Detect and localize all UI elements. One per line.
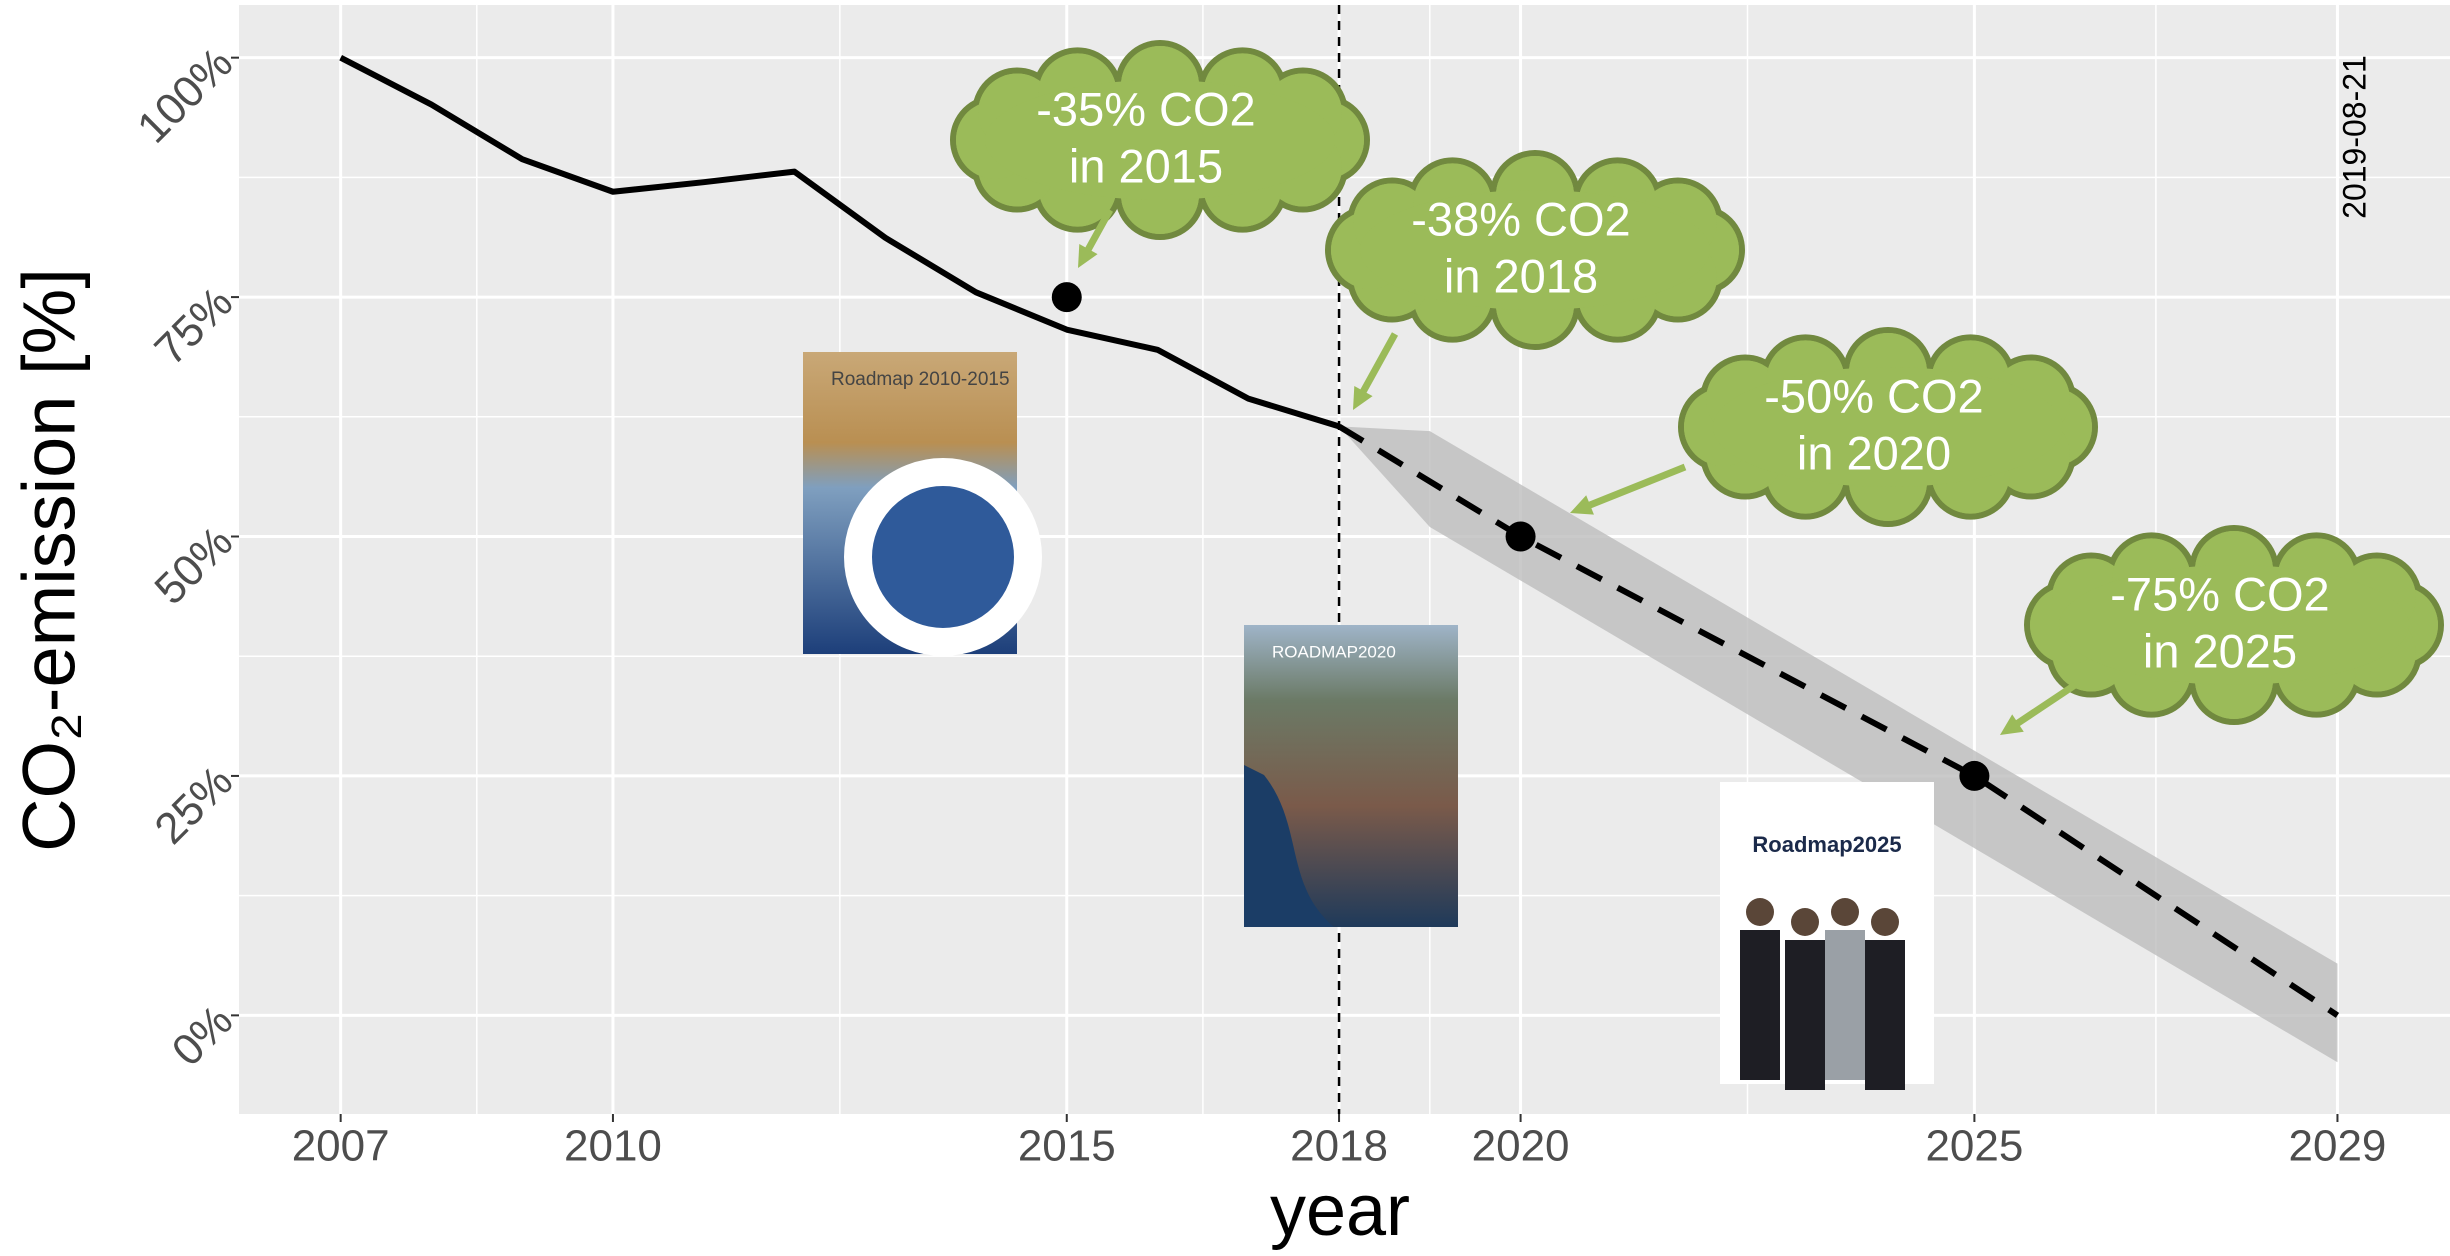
cover-title: ROADMAP2020 xyxy=(1272,642,1396,661)
cover-person xyxy=(1865,940,1905,1090)
x-axis-title: year xyxy=(1270,1171,1410,1251)
callout-text: in 2018 xyxy=(1444,249,1598,302)
callout-text: -35% CO2 xyxy=(1036,82,1255,135)
cover-title: Roadmap2025 xyxy=(1752,832,1901,857)
callout-text: in 2020 xyxy=(1797,426,1951,479)
y-axis-title: CO₂-emission [%] xyxy=(8,268,91,852)
y-tick-label: 0% xyxy=(163,996,243,1076)
y-tick-label: 25% xyxy=(145,757,242,854)
x-tick-label: 2010 xyxy=(564,1122,662,1171)
cover-person xyxy=(1825,930,1865,1080)
x-tick-label: 2015 xyxy=(1018,1122,1116,1171)
callout-text: -75% CO2 xyxy=(2110,567,2329,620)
cover-person xyxy=(1871,908,1899,936)
callout-text: -50% CO2 xyxy=(1764,369,1983,422)
callout-text: in 2025 xyxy=(2143,624,2297,677)
target-point xyxy=(1959,761,1989,791)
cover-person xyxy=(1740,930,1780,1080)
cover-title: Roadmap 2010-2015 xyxy=(831,369,1010,390)
y-tick-label: 50% xyxy=(145,517,242,614)
callout-text: -38% CO2 xyxy=(1411,192,1630,245)
x-tick-label: 2018 xyxy=(1290,1122,1388,1171)
x-tick-label: 2020 xyxy=(1472,1122,1570,1171)
target-point xyxy=(1052,282,1082,312)
cover-person xyxy=(1746,898,1774,926)
date-label: 2019-08-21 xyxy=(2336,55,2372,219)
cover-ring xyxy=(858,472,1028,642)
x-tick-label: 2007 xyxy=(292,1122,390,1171)
callout-text: in 2015 xyxy=(1069,139,1223,192)
x-tick-label: 2025 xyxy=(1925,1122,2023,1171)
chart: 2007 2010 2015 2018 2020 2025 2029 0% 25% 50% 75% 1… xyxy=(0,0,2450,1256)
y-tick-label: 75% xyxy=(145,278,242,375)
cover-person xyxy=(1785,940,1825,1090)
y-tick-label: 100% xyxy=(128,38,242,152)
target-point xyxy=(1506,522,1536,552)
x-tick-label: 2029 xyxy=(2289,1122,2387,1171)
cover-person xyxy=(1791,908,1819,936)
cover-person xyxy=(1831,898,1859,926)
